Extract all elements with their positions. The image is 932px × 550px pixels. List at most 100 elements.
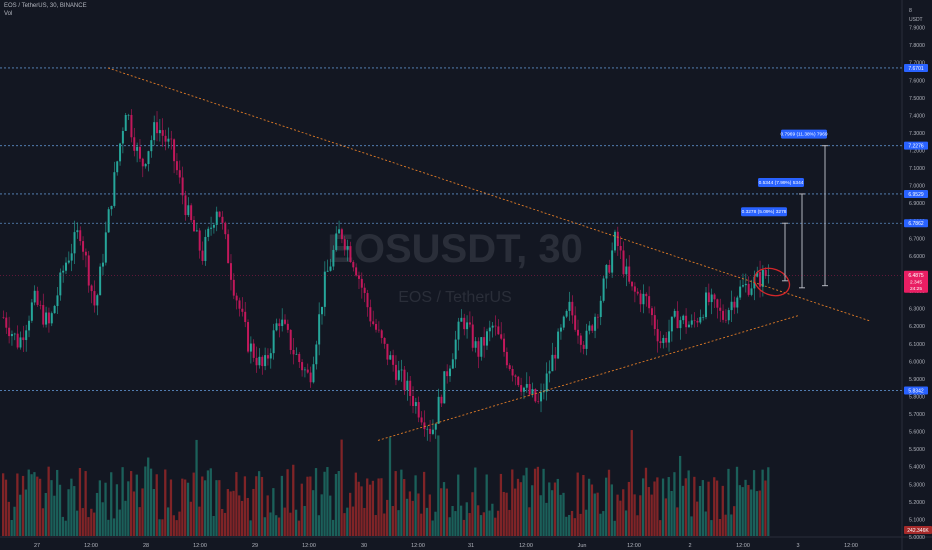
candle-body [201,250,204,261]
volume-bar [221,509,224,536]
volume-bar [368,484,372,536]
candle-body [645,293,648,297]
candle-body [84,251,87,256]
y-tick-label: 7.1000 [909,166,925,172]
y-tick-label: 7.2000 [909,149,925,155]
volume-bar [340,439,343,536]
candle-body [687,324,690,328]
volume-bar [650,494,653,536]
volume-bar [417,493,420,536]
candle-body [96,295,99,306]
volume-bar [633,494,636,536]
volume-bar [508,509,511,536]
candle-body [252,343,255,358]
candle-body [642,293,645,305]
candle-body [377,329,380,331]
candle-body [315,344,318,365]
volume-bar [360,486,363,536]
candle-body [571,301,574,316]
candle-body [164,135,167,142]
volume-bar [300,483,303,536]
y-tick-label: 6.0000 [909,359,925,365]
volume-bar [249,520,252,536]
volume-bar [198,506,201,536]
candle-body [565,310,568,317]
candle-body [156,122,159,134]
volume-bar [118,509,121,536]
volume-bar [411,500,414,536]
candle-body [423,422,426,430]
volume-bar [394,471,397,536]
candle-body [281,319,284,327]
volume-bar [428,494,431,536]
volume-bar [104,482,107,536]
volume-bar [747,485,750,536]
candle-body [195,230,198,232]
volume-bar [326,467,329,536]
candle-body [520,385,523,392]
volume-bar [448,517,451,536]
volume-bar [380,478,383,536]
y-tick-label: 5.2000 [909,500,925,506]
volume-bar [624,510,628,536]
volume-bar [47,466,50,536]
volume-bar [656,477,659,536]
volume-bar [698,485,702,536]
volume-bar [56,469,59,536]
volume-bar [494,517,497,536]
volume-bar [240,500,244,536]
candle-body [301,362,304,371]
candle-body [383,337,386,344]
candle-body [82,241,85,252]
volume-bar [630,430,633,536]
candle-body [289,329,292,350]
volume-bar [730,514,733,536]
volume-bar [149,468,153,536]
candle-body [67,260,70,263]
volume-bar [93,512,96,536]
candle-body [303,369,306,371]
candle-body [412,395,415,407]
measure-target: 0.3278 (5.09%) 3278 [741,207,788,282]
candle-body [551,354,554,372]
volume-bar [750,489,753,536]
volume-bar [277,517,281,536]
current-price-sub1: 2.345 [910,280,922,286]
volume-bar [400,469,403,536]
candle-body [210,227,213,229]
candle-body [494,325,497,327]
volume-bar [437,435,440,536]
candle-body [534,389,537,402]
y-tick-label: 7.4000 [909,113,925,119]
volume-bar [479,515,483,536]
volume-bar [673,472,676,536]
volume-bar [468,513,471,536]
volume-bar [2,473,5,536]
candle-body [121,130,124,144]
candle-body [568,301,571,311]
volume-bar [556,478,559,536]
volume-bar [565,516,568,536]
volume-bar [155,474,158,536]
candle-body [480,337,483,357]
volume-bar [161,519,164,536]
candle-body [497,326,500,335]
candle-body [53,305,56,314]
volume-bar [667,477,670,536]
volume-bar [132,491,136,536]
volume-bar [181,478,184,536]
candle-body [101,262,104,267]
volume-bar [511,469,514,536]
candle-body [181,177,184,196]
candle-body [485,331,488,346]
candle-body [113,172,116,206]
volume-bar [542,468,545,536]
volume-bar [661,478,665,536]
volume-bar [408,491,412,536]
candle-body [707,292,710,303]
volume-bar [462,519,466,536]
volume-bar [16,473,19,536]
volume-bar [144,466,147,536]
candle-body [167,138,170,142]
